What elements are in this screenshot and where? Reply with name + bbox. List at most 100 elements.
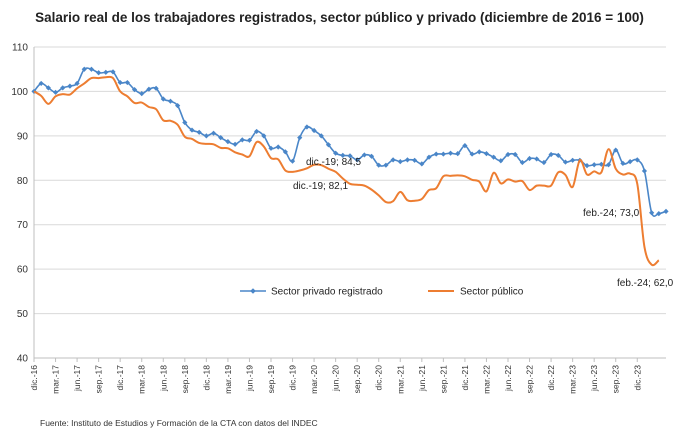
x-tick-label-sep.-22: sep.-22 — [525, 365, 535, 394]
chart-title: Salario real de los trabajadores registr… — [35, 10, 644, 25]
data-point-privado-59 — [455, 151, 461, 157]
data-point-privado-8 — [88, 66, 95, 72]
data-point-privado-33 — [268, 145, 274, 151]
x-tick-label-sep.-19: sep.-19 — [266, 365, 276, 394]
data-point-privado-43 — [340, 152, 346, 159]
data-point-privado-56 — [433, 151, 439, 157]
x-tick-label-sep.-21: sep.-21 — [438, 365, 448, 394]
x-tick-label-dic.-21: dic.-21 — [460, 365, 470, 391]
data-point-privado-38 — [304, 124, 310, 130]
data-point-privado-52 — [404, 157, 411, 163]
data-point-privado-49 — [383, 162, 389, 168]
data-point-privado-31 — [254, 128, 260, 135]
data-point-privado-22 — [189, 127, 195, 133]
data-point-privado-80 — [605, 162, 612, 168]
data-point-privado-4 — [60, 85, 66, 91]
data-point-privado-63 — [483, 151, 490, 157]
data-point-privado-26 — [218, 135, 224, 141]
x-tick-label-sep.-23: sep.-23 — [611, 365, 621, 394]
x-tick-label-jun.-19: jun.-19 — [244, 365, 254, 392]
data-point-privado-20 — [175, 103, 181, 109]
data-label-annotation-2: feb.-24; 73,0 — [583, 208, 640, 219]
y-tick-label-90: 90 — [17, 131, 29, 142]
data-point-privado-69 — [526, 155, 533, 162]
x-tick-label-dic.-19: dic.-19 — [288, 365, 298, 391]
data-point-privado-40 — [318, 133, 324, 139]
data-point-privado-27 — [225, 139, 231, 145]
data-point-privado-72 — [548, 151, 554, 158]
data-point-privado-23 — [196, 129, 202, 135]
x-tick-label-jun.-23: jun.-23 — [589, 365, 599, 392]
y-tick-label-60: 60 — [17, 265, 29, 276]
source-note: Fuente: Instituto de Estudios y Formació… — [40, 418, 318, 428]
data-label-annotation-3: feb.-24; 62,0 — [617, 278, 674, 289]
x-tick-label-jun.-22: jun.-22 — [503, 365, 513, 392]
data-point-privado-73 — [555, 152, 561, 159]
data-point-privado-55 — [426, 154, 432, 160]
x-tick-label-mar.-20: mar.-20 — [309, 365, 319, 394]
series-line-publico — [33, 75, 660, 267]
data-point-privado-2 — [45, 85, 51, 91]
data-point-privado-84 — [634, 157, 640, 163]
data-point-privado-87 — [656, 211, 662, 217]
x-tick-label-dic.-17: dic.-17 — [115, 365, 125, 391]
data-point-privado-78 — [591, 162, 597, 168]
data-point-privado-17 — [153, 85, 159, 91]
data-point-privado-16 — [146, 86, 152, 92]
data-point-privado-61 — [469, 151, 475, 157]
data-point-privado-57 — [440, 151, 446, 157]
data-point-privado-32 — [261, 133, 267, 139]
data-point-privado-67 — [512, 151, 518, 158]
y-tick-label-40: 40 — [17, 354, 29, 365]
data-point-privado-15 — [139, 91, 145, 97]
data-point-privado-83 — [627, 159, 633, 165]
data-point-privado-82 — [620, 160, 626, 167]
x-tick-label-mar.-17: mar.-17 — [51, 365, 61, 394]
x-tick-label-mar.-22: mar.-22 — [481, 365, 491, 394]
x-tick-label-sep.-20: sep.-20 — [352, 365, 362, 394]
data-point-privado-47 — [368, 153, 375, 159]
data-point-privado-13 — [124, 79, 130, 86]
data-point-privado-0 — [31, 88, 37, 95]
y-tick-label-50: 50 — [17, 309, 29, 320]
x-tick-label-jun.-20: jun.-20 — [331, 365, 341, 392]
x-tick-label-jun.-17: jun.-17 — [72, 365, 82, 392]
data-point-privado-60 — [462, 143, 468, 149]
x-tick-label-sep.-18: sep.-18 — [180, 365, 190, 394]
data-point-privado-9 — [96, 70, 102, 76]
x-tick-label-dic.-16: dic.-16 — [29, 365, 39, 391]
data-point-privado-53 — [412, 157, 418, 163]
legend-marker-privado — [250, 288, 256, 294]
data-point-privado-14 — [131, 87, 138, 93]
data-point-privado-86 — [649, 210, 655, 216]
data-point-privado-36 — [289, 158, 296, 164]
data-point-privado-68 — [519, 159, 525, 166]
data-point-privado-28 — [232, 141, 238, 147]
x-tick-label-jun.-21: jun.-21 — [417, 365, 427, 392]
x-tick-label-sep.-17: sep.-17 — [94, 365, 104, 394]
x-tick-label-mar.-18: mar.-18 — [137, 365, 147, 394]
legend-label-publico: Sector público — [460, 287, 524, 298]
data-point-privado-18 — [160, 96, 166, 102]
legend-label-privado: Sector privado registrado — [271, 287, 383, 298]
data-point-privado-51 — [397, 159, 403, 165]
data-point-privado-66 — [505, 151, 511, 158]
data-point-privado-35 — [282, 149, 288, 155]
data-point-privado-44 — [347, 153, 353, 159]
data-point-privado-34 — [275, 144, 281, 150]
y-tick-label-80: 80 — [17, 176, 29, 187]
data-point-privado-62 — [476, 149, 482, 155]
data-point-privado-85 — [641, 168, 648, 174]
data-point-privado-6 — [74, 80, 80, 87]
data-point-privado-70 — [534, 156, 540, 162]
data-point-privado-54 — [419, 161, 425, 167]
data-point-privado-50 — [390, 157, 396, 163]
y-tick-label-70: 70 — [17, 220, 29, 231]
data-point-privado-19 — [167, 98, 174, 104]
data-point-privado-30 — [246, 137, 253, 143]
x-tick-label-dic.-22: dic.-22 — [546, 365, 556, 391]
y-tick-label-100: 100 — [11, 87, 28, 98]
data-point-privado-1 — [38, 80, 44, 87]
data-point-privado-77 — [584, 163, 590, 169]
